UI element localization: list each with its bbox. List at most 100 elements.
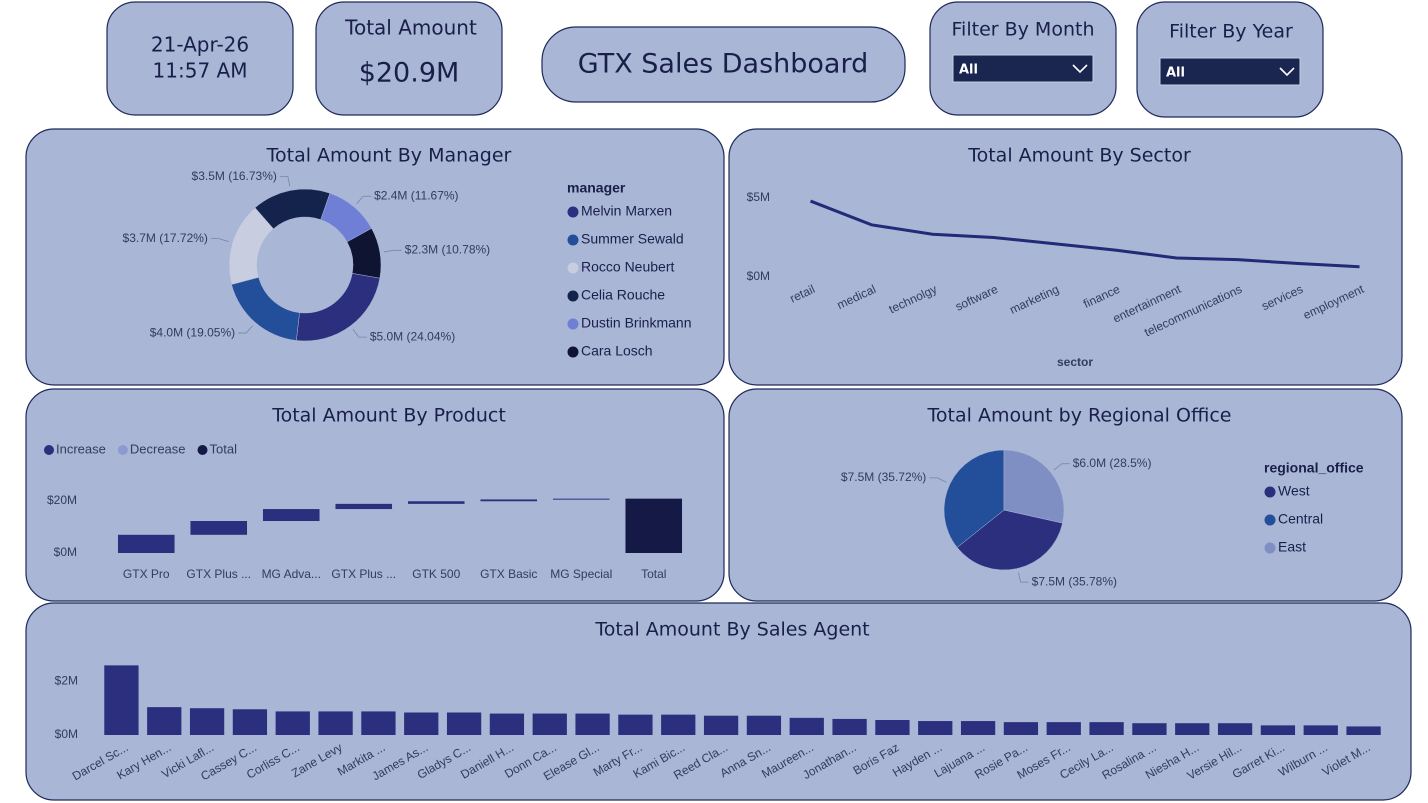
chart-title: Total Amount By Manager [266, 145, 512, 167]
legend-label: East [1278, 539, 1306, 555]
legend-label: Celia Rouche [581, 287, 665, 303]
bar [746, 715, 782, 735]
legend-marker [567, 290, 579, 302]
bar [361, 711, 396, 735]
legend-marker [1264, 486, 1276, 498]
total-value: $20.9M [359, 58, 460, 89]
panel [25, 388, 725, 602]
bar [789, 717, 824, 735]
data-label: $5.0M (24.04%) [370, 329, 455, 343]
legend-label: Central [1278, 511, 1323, 527]
legend-label: Increase [56, 441, 106, 456]
dropdown-arrow[interactable] [1072, 64, 1088, 74]
x-tick-label: Total [641, 567, 666, 581]
bar [575, 713, 610, 735]
legend-marker [1264, 514, 1276, 526]
bar [875, 720, 910, 735]
leader-line [279, 176, 291, 187]
bar [404, 712, 439, 735]
x-axis-title: sector [1057, 355, 1093, 369]
bar [117, 534, 175, 553]
chart-title: Total Amount By Sales Agent [594, 619, 869, 641]
line [809, 199, 1360, 269]
bar [625, 498, 683, 553]
data-label: $3.5M (16.73%) [192, 169, 277, 183]
legend-marker [567, 206, 579, 218]
legend-marker [567, 346, 579, 358]
y-tick-label: $20M [47, 493, 77, 507]
slice [943, 449, 1005, 548]
bar [1217, 723, 1253, 735]
legend-marker [567, 262, 579, 274]
dashboard-title: GTX Sales Dashboard [578, 49, 868, 80]
title-card [541, 26, 906, 103]
bar [1346, 726, 1381, 735]
legend-marker [567, 318, 579, 330]
leader-line [238, 325, 253, 334]
month-dropdown[interactable]: All [952, 54, 1094, 83]
bar [446, 712, 482, 735]
data-label: $7.5M (35.78%) [1032, 574, 1117, 588]
total-label: Total Amount [344, 16, 477, 40]
panel [728, 388, 1403, 602]
panel [728, 128, 1403, 386]
x-tick-label: MG Special [550, 567, 612, 581]
bar [232, 709, 268, 735]
dropdown-value[interactable]: All [1166, 66, 1185, 81]
y-tick-label: $0M [747, 269, 770, 283]
legend-label: Melvin Marxen [581, 203, 672, 219]
bar [703, 715, 739, 735]
date: 21-Apr-26 [151, 33, 249, 57]
legend-label: Summer Sewald [581, 231, 684, 247]
bar [661, 714, 696, 735]
legend-label: Dustin Brinkmann [581, 315, 692, 331]
bar [318, 711, 353, 735]
legend-label: West [1278, 483, 1310, 499]
dropdown-box[interactable] [952, 54, 1094, 83]
y-tick-label: $0M [54, 545, 77, 559]
leader-line [356, 195, 372, 205]
bar [918, 721, 953, 735]
bar [1132, 723, 1167, 735]
legend-title: manager [567, 180, 626, 196]
y-tick-label: $5M [747, 190, 770, 204]
year-dropdown[interactable]: All [1159, 57, 1301, 86]
dropdown-box[interactable] [1159, 57, 1301, 86]
bar [618, 714, 653, 735]
x-tick-label: GTX Basic [480, 567, 537, 581]
legend-label: Decrease [130, 441, 186, 456]
panel [25, 602, 1412, 801]
leader-line [383, 249, 402, 253]
bar [190, 521, 248, 535]
chart-title: Total Amount By Product [271, 405, 506, 427]
data-label: $4.0M (19.05%) [150, 325, 235, 339]
total-card [315, 1, 503, 116]
leader-line [210, 238, 229, 242]
bar [1260, 725, 1296, 735]
bar [532, 713, 567, 735]
bar [832, 718, 867, 735]
legend-marker [117, 445, 128, 455]
bar [480, 499, 538, 502]
filter-label: Filter By Year [1169, 21, 1293, 43]
data-label: $6.0M (28.5%) [1073, 456, 1152, 470]
x-tick-label: GTX Pro [123, 567, 170, 581]
x-tick-label: GTX Plus ... [186, 567, 251, 581]
chart-title: Total Amount by Regional Office [927, 405, 1232, 427]
data-label: $2.3M (10.78%) [405, 242, 490, 256]
dropdown-value[interactable]: All [959, 63, 978, 78]
x-tick-label: GTK 500 [412, 567, 460, 581]
x-tick-label: GTX Plus ... [331, 567, 396, 581]
y-tick-label: $2M [55, 674, 78, 688]
leader-line [1053, 463, 1070, 471]
leader-line [1018, 572, 1029, 583]
slice [346, 228, 382, 279]
legend-marker [1264, 542, 1276, 554]
bar [1003, 722, 1039, 735]
datetime-card [106, 1, 294, 116]
x-tick-label: MG Adva... [262, 567, 321, 581]
slice [1003, 449, 1065, 524]
dropdown-arrow[interactable] [1279, 67, 1295, 77]
